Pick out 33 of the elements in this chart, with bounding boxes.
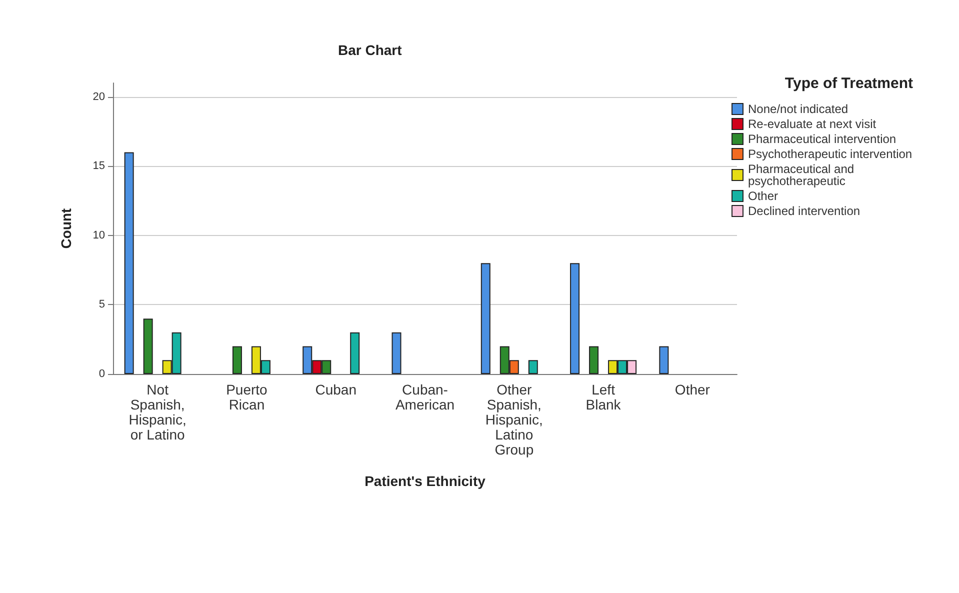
- y-axis-title: Count: [58, 208, 74, 249]
- bar: [392, 332, 402, 374]
- y-tick-label: 10: [92, 229, 105, 242]
- x-tick-label: Cuban-American: [395, 382, 455, 412]
- x-tick-label: Cuban: [315, 382, 356, 398]
- bar: [232, 346, 242, 374]
- legend-label: Declined intervention: [748, 204, 860, 218]
- x-tick-label: Puerto Rican: [226, 382, 268, 412]
- bar: [143, 318, 153, 374]
- legend-label: Psychotherapeutic intervention: [748, 147, 912, 161]
- y-tick-label: 5: [98, 298, 105, 311]
- x-tick-label: Left Blank: [586, 382, 622, 412]
- bar: [659, 346, 669, 374]
- legend-label: Pharmaceutical and psychotherapeutic: [748, 162, 858, 188]
- y-tick-label: 0: [98, 368, 105, 380]
- y-tick-label: 20: [92, 90, 105, 103]
- x-tick-label: Other Spanish, Hispanic, Latino Group: [485, 382, 543, 458]
- bar: [589, 346, 599, 374]
- legend-label: Pharmaceutical intervention: [748, 132, 896, 146]
- bar: [528, 360, 538, 374]
- legend-label: Re-evaluate at next visit: [748, 117, 877, 131]
- bar: [480, 263, 490, 374]
- x-tick-label: Not Spanish, Hispanic, or Latino: [128, 382, 186, 442]
- x-tick-label: Other: [674, 382, 710, 398]
- bar: [124, 152, 134, 374]
- legend-label: None/not indicated: [748, 102, 848, 116]
- legend-title: Type of Treatment: [784, 75, 914, 92]
- chart-title: Bar Chart: [338, 42, 402, 58]
- bar: [570, 263, 580, 374]
- x-axis-title: Patient's Ethnicity: [364, 473, 486, 489]
- bar: [350, 332, 360, 374]
- y-tick-label: 15: [92, 160, 105, 172]
- legend-label: Other: [748, 189, 778, 203]
